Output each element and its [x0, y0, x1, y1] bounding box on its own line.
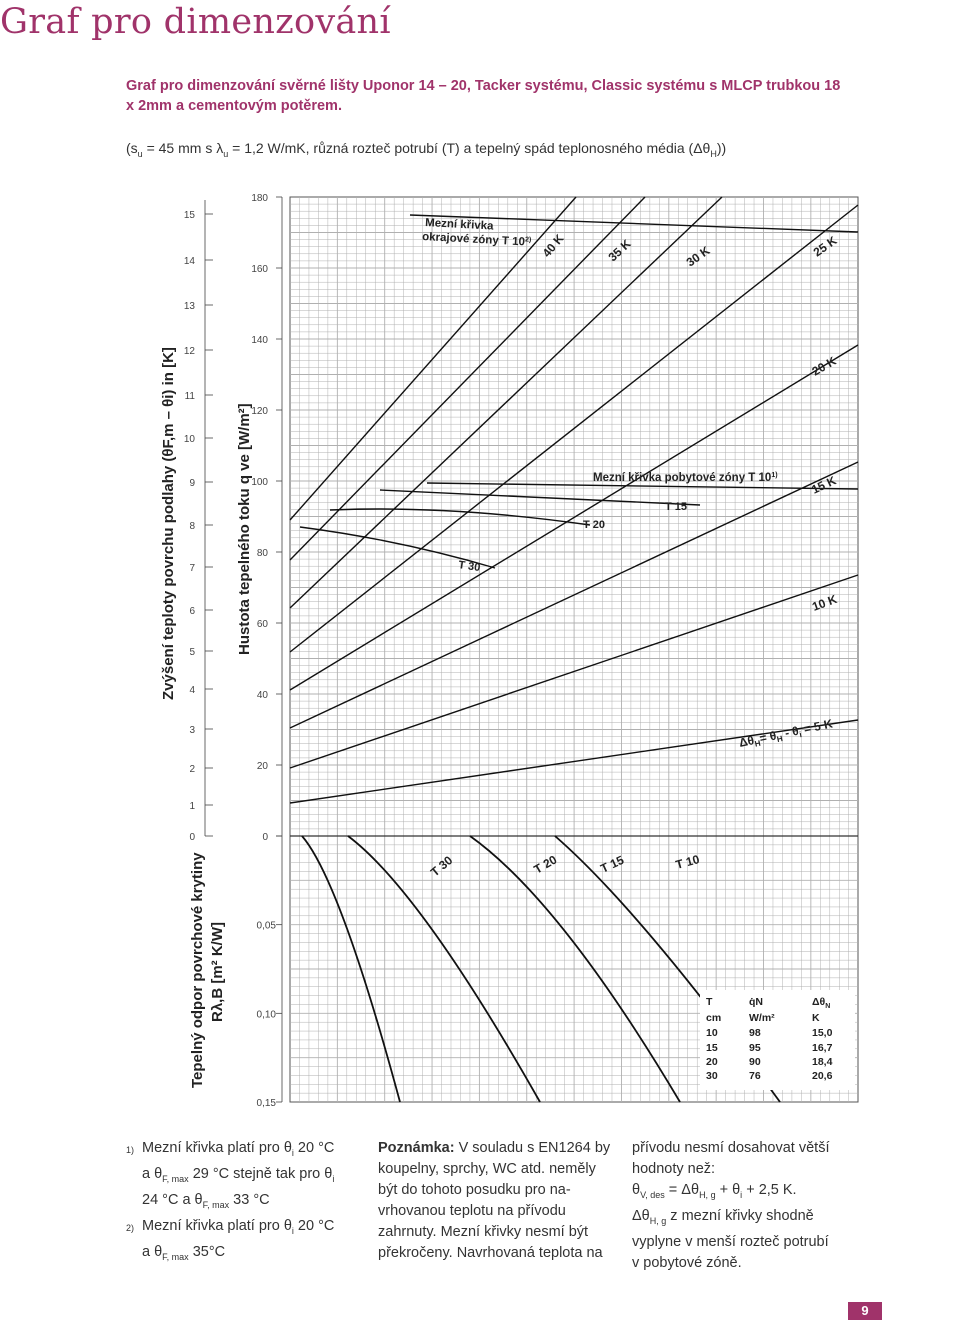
line-25k — [289, 204, 859, 653]
outer-axis-tick-label: 4 — [189, 685, 195, 696]
chart-axes: 0204060801001201401601800,050,100,150123… — [184, 193, 283, 1109]
table-cell: 30 — [706, 1070, 718, 1082]
table-background — [700, 990, 855, 1090]
living-limit-label: Mezní křivka pobytové zóny T 101) — [593, 472, 778, 484]
y-axis-lower-label-1: Tepelný odpor povrchové krytiny — [189, 852, 206, 1088]
y-axis-lower-label-2: Rλ,B [m² K/W] — [209, 922, 226, 1022]
spacing-label: T 20 — [583, 519, 605, 531]
table-cell: 20,6 — [812, 1070, 833, 1082]
outer-axis-tick-label: 6 — [189, 606, 195, 617]
lower-curve — [469, 835, 681, 1103]
table-header-dt: ΔθN — [812, 996, 830, 1010]
inner-axis-tick-label: 180 — [251, 193, 268, 204]
inner-axis-tick-label: 0 — [262, 832, 268, 843]
outer-axis-tick-label: 8 — [189, 521, 195, 532]
outer-axis-tick-label: 13 — [184, 301, 196, 312]
inner-axis-tick-label: 140 — [251, 335, 268, 346]
lower-axis-tick-label: 0,10 — [257, 1009, 277, 1020]
living-limit-curve — [426, 482, 859, 490]
page-title: Graf pro dimenzování — [0, 2, 391, 42]
table-cell: 76 — [749, 1070, 761, 1082]
chart-curves — [289, 196, 859, 1103]
outer-axis-tick-label: 14 — [184, 256, 196, 267]
table-unit-t: cm — [706, 1012, 721, 1024]
y-axis-outer-label: Zvýšení teploty povrchu podlahy (θF,m – … — [160, 347, 177, 700]
line-30k — [289, 196, 723, 609]
outer-axis-tick-label: 12 — [184, 346, 196, 357]
table-unit-dt: K — [812, 1012, 820, 1024]
note-col-3: přívodu nesmí dosahovat větší hodnoty ne… — [632, 1140, 830, 1271]
inner-axis-tick-label: 120 — [251, 406, 268, 417]
inner-axis-tick-label: 80 — [257, 548, 269, 559]
chart-subtitle: Graf pro dimenzování svěrné lišty Uponor… — [126, 78, 841, 114]
lower-axis-tick-label: 0,05 — [257, 921, 277, 932]
outer-axis-tick-label: 2 — [189, 764, 195, 775]
table-cell: 98 — [749, 1027, 761, 1039]
delta-label: ΔθH= θH - θi = 5 K — [738, 716, 835, 752]
spacing-label: T 30 — [458, 559, 481, 574]
inner-axis-tick-label: 60 — [257, 619, 269, 630]
inner-axis-tick-label: 40 — [257, 690, 269, 701]
spacing-label: T 15 — [665, 501, 687, 513]
table-cell: 90 — [749, 1056, 761, 1068]
limit-curve-t30 — [299, 526, 496, 569]
spec-table: T q̇N ΔθN cm W/m² K 10 98 15,0 15 95 16,… — [706, 996, 833, 1082]
table-cell: 18,4 — [812, 1056, 833, 1068]
table-cell: 16,7 — [812, 1042, 833, 1054]
limit-curve-t20 — [329, 508, 591, 526]
outer-axis-tick-label: 3 — [189, 725, 195, 736]
outer-axis-tick-label: 5 — [189, 647, 195, 658]
table-cell: 15 — [706, 1042, 718, 1054]
line-10k — [289, 574, 859, 769]
table-header-q: q̇N — [749, 996, 763, 1008]
table-header-t: T — [706, 996, 713, 1008]
table-cell: 15,0 — [812, 1027, 833, 1039]
outer-axis-tick-label: 11 — [185, 391, 196, 402]
outer-axis-tick-label: 10 — [184, 434, 196, 445]
edge-limit-label-1: Mezní křivka — [425, 217, 495, 233]
table-cell: 95 — [749, 1042, 761, 1054]
lower-curve-label: T 10 — [674, 852, 701, 872]
line-35k — [289, 196, 646, 561]
footnote-2: 2) Mezní křivka platí pro θi 20 °C — [126, 1217, 335, 1236]
inner-axis-tick-label: 100 — [251, 477, 268, 488]
line-5k — [289, 719, 859, 804]
y-axis-inner-label: Hustota tepelného toku q ve [W/m²] — [236, 403, 253, 655]
lower-curve — [347, 835, 541, 1103]
outer-axis-tick-label: 15 — [184, 210, 196, 221]
line-20k — [289, 344, 859, 691]
line-15k — [289, 461, 859, 729]
outer-axis-tick-label: 1 — [189, 801, 195, 812]
footnotes-col-1: 1) Mezní křivka platí pro θi 20 °C a θF, … — [126, 1138, 361, 1267]
table-cell: 20 — [706, 1056, 718, 1068]
line-40k — [289, 196, 577, 521]
outer-axis-tick-label: 0 — [189, 832, 195, 843]
footnote-1: 1) Mezní křivka platí pro θi 20 °C — [126, 1140, 335, 1158]
inner-axis-tick-label: 20 — [257, 761, 269, 772]
parameters-line: (su = 45 mm s λu = 1,2 W/mK, různá rozte… — [126, 140, 727, 159]
edge-limit-label-2: okrajové zóny T 102) — [422, 231, 532, 249]
edge-limit-curve — [409, 214, 859, 233]
table-unit-q: W/m² — [749, 1012, 775, 1024]
chart-grid — [289, 196, 859, 1103]
limit-curve-t15 — [379, 489, 701, 506]
outer-axis-tick-label: 7 — [189, 563, 195, 574]
note-col-2: Poznámka: V souladu s EN1264 by koupelny… — [378, 1140, 611, 1261]
table-cell: 10 — [706, 1027, 718, 1039]
page-number: 9 — [848, 1302, 882, 1320]
outer-axis-tick-label: 9 — [189, 478, 195, 489]
inner-axis-tick-label: 160 — [251, 264, 268, 275]
lower-curve — [301, 835, 401, 1103]
lower-axis-tick-label: 0,15 — [257, 1098, 277, 1109]
